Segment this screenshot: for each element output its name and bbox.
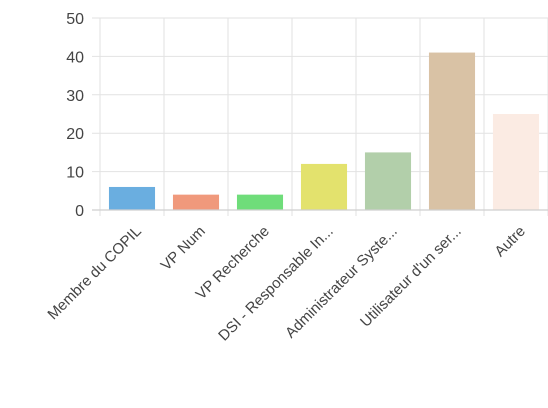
bar[interactable] — [108, 186, 156, 210]
y-tick-label: 30 — [66, 88, 84, 105]
y-tick-label: 50 — [66, 11, 84, 28]
bar[interactable] — [428, 52, 476, 211]
y-tick-label: 40 — [66, 49, 84, 66]
x-category-label: Autre — [491, 223, 528, 260]
x-category-label: VP Num — [158, 223, 209, 274]
y-tick-label: 0 — [75, 203, 84, 220]
bar[interactable] — [236, 194, 284, 210]
x-category-label: DSI - Responsable In... — [215, 223, 337, 345]
bar-layer — [108, 52, 540, 211]
x-category-label: Membre du COPIL — [44, 223, 144, 323]
bar[interactable] — [300, 163, 348, 210]
y-tick-label: 20 — [66, 126, 84, 143]
y-tick-label: 10 — [66, 165, 84, 182]
bar[interactable] — [364, 152, 412, 210]
grid-layer — [92, 17, 548, 216]
bar[interactable] — [492, 114, 540, 210]
bar[interactable] — [172, 194, 220, 210]
x-category-label: Administrateur Syste... — [282, 223, 401, 342]
